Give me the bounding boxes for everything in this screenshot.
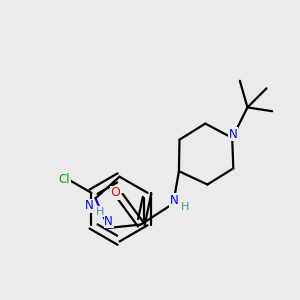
Text: H: H (96, 207, 104, 217)
Text: N: N (85, 200, 94, 212)
Text: Cl: Cl (59, 173, 70, 186)
Text: O: O (110, 186, 120, 200)
Text: N: N (229, 128, 237, 141)
Text: N: N (104, 214, 113, 228)
Text: H: H (181, 202, 190, 212)
Text: N: N (169, 194, 178, 207)
